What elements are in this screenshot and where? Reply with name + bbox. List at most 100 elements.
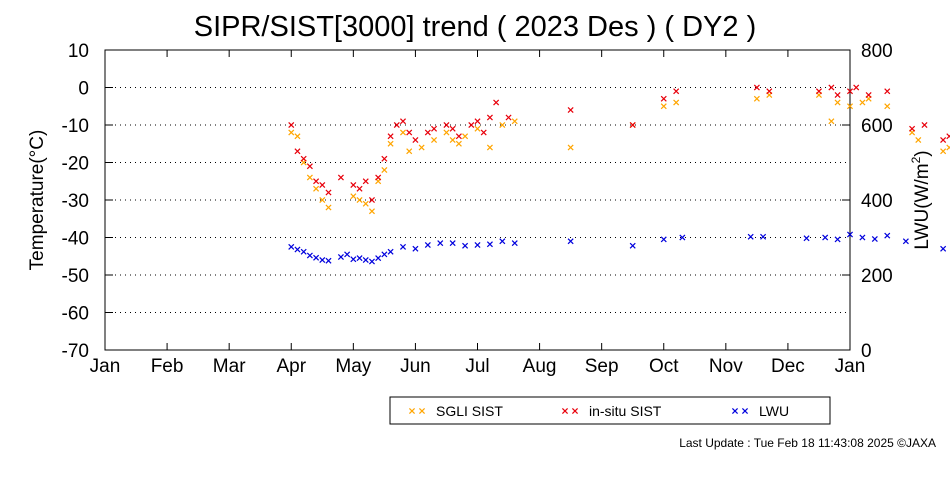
lwu-point <box>350 256 357 263</box>
lwu-point <box>567 238 574 245</box>
sgli-sist-point <box>834 99 841 106</box>
x-tick-label: Dec <box>771 356 805 377</box>
sgli-sist-point <box>325 204 332 211</box>
in-situ-sist-point <box>673 88 680 95</box>
sgli-sist-point <box>443 129 450 136</box>
lwu-point <box>859 234 866 241</box>
legend-marker <box>408 407 416 415</box>
y2-tick-label: 600 <box>861 116 893 137</box>
lwu-point <box>325 257 332 264</box>
y2-tick-label: 0 <box>861 341 872 362</box>
in-situ-sist-point <box>362 178 369 185</box>
lwu-point <box>337 253 344 261</box>
sgli-sist-point <box>387 140 394 147</box>
sgli-sist-point <box>474 125 481 132</box>
in-situ-sist-point <box>412 136 419 144</box>
lwu-point <box>462 242 469 249</box>
sgli-sist-point <box>753 95 760 102</box>
x-tick-label: Mar <box>213 356 246 377</box>
in-situ-sist-point <box>493 99 500 106</box>
in-situ-sist-point <box>660 95 667 102</box>
lwu-point <box>834 236 841 243</box>
y2-axis-label: LWU(W/m2) <box>909 150 933 249</box>
lwu-point <box>747 233 754 240</box>
sgli-sist-point <box>368 208 375 215</box>
in-situ-sist-point <box>356 185 363 192</box>
in-situ-sist-point <box>909 125 916 132</box>
plot-frame <box>104 49 851 351</box>
in-situ-sist-point <box>375 174 382 181</box>
lwu-point <box>306 252 313 259</box>
x-tick-label: Apr <box>276 356 306 377</box>
lwu-point <box>803 235 810 242</box>
sgli-sist-point <box>828 118 835 125</box>
sgli-sist-point <box>673 99 680 106</box>
in-situ-sist-point <box>325 189 332 196</box>
in-situ-sist-point <box>393 121 400 129</box>
sgli-sist-point <box>455 140 462 147</box>
sgli-sist-point <box>462 133 469 140</box>
y-tick-label: 0 <box>78 79 89 100</box>
in-situ-sist-point <box>884 88 891 95</box>
x-axis: Jan Feb Mar Apr May Jun Jul Aug Sep Oct Nov Dec Jan <box>90 50 866 377</box>
in-situ-sist-point <box>853 84 860 91</box>
lwu-point <box>362 256 369 264</box>
in-situ-sist-point <box>350 181 357 189</box>
sgli-sist-point <box>940 148 947 155</box>
y-tick-label: -30 <box>62 191 89 212</box>
lwu-point <box>629 242 636 249</box>
in-situ-sist-point <box>449 125 456 132</box>
in-situ-sist-point <box>846 88 854 95</box>
in-situ-sist-point <box>629 121 636 129</box>
lwu-point <box>511 240 518 247</box>
in-situ-sist-point <box>306 163 313 170</box>
x-tick-label: Jan <box>835 356 866 377</box>
sgli-sist-point <box>884 103 891 110</box>
lwu-point <box>679 234 686 241</box>
x-tick-label: Feb <box>151 356 184 377</box>
in-situ-sist-point <box>480 129 487 136</box>
in-situ-sist-point <box>486 114 493 121</box>
sgli-sist-point <box>567 144 574 151</box>
sgli-sist-point <box>313 185 320 192</box>
lwu-point <box>381 251 388 258</box>
sgli-sist-point <box>946 144 950 151</box>
in-situ-sist-point <box>834 91 841 99</box>
legend-marker <box>418 407 426 415</box>
sgli-sist-point <box>319 196 326 204</box>
legend-marker <box>741 407 749 415</box>
in-situ-sist-point <box>815 88 822 95</box>
sgli-sist-point <box>356 196 363 204</box>
chart-title: SIPR/SIST[3000] trend ( 2023 Des ) ( DY2… <box>194 11 757 43</box>
legend-label: SGLI SIST <box>436 403 503 419</box>
sgli-sist-point <box>449 136 456 144</box>
sgli-sist-point <box>350 193 357 200</box>
in-situ-sist-point <box>940 136 947 144</box>
y-axis-label: Temperature(°C) <box>27 130 48 271</box>
in-situ-sist-point <box>474 118 481 125</box>
sgli-sist-point <box>399 129 407 136</box>
in-situ-sist-point <box>319 181 326 189</box>
lwu-point <box>300 248 307 255</box>
in-situ-sist-point <box>406 129 413 136</box>
sgli-sist-point <box>362 200 369 207</box>
last-update-footer: Last Update : Tue Feb 18 11:43:08 2025 ©… <box>679 436 936 450</box>
lwu-point <box>375 255 382 262</box>
sgli-sist-point <box>306 174 313 181</box>
sgli-sist-point <box>499 121 506 129</box>
legend: SGLI SIST in-situ SIST LWU <box>389 396 831 425</box>
lwu-point <box>449 240 456 247</box>
in-situ-sist-point <box>399 118 407 125</box>
lwu-point <box>387 248 394 255</box>
lwu-point <box>412 245 419 252</box>
grid-lines <box>105 87 850 313</box>
in-situ-sist-point <box>381 155 388 162</box>
in-situ-sist-point <box>294 148 301 155</box>
in-situ-sist-point <box>865 91 872 99</box>
x-tick-label: Aug <box>523 356 557 377</box>
x-tick-label: Jun <box>400 356 431 377</box>
legend-label: in-situ SIST <box>589 403 662 419</box>
lwu-point <box>313 254 320 261</box>
in-situ-sist-point <box>753 84 760 91</box>
in-situ-sist-point <box>368 196 375 204</box>
